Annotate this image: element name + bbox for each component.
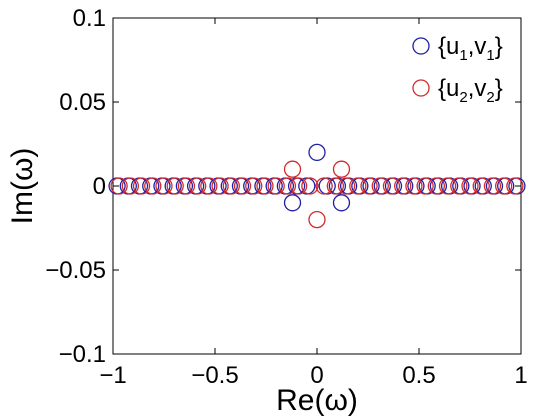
y-tick-label: −0.05 bbox=[45, 257, 106, 284]
data-point-series-2 bbox=[110, 177, 128, 195]
data-point-series-2 bbox=[315, 177, 333, 195]
data-point-series-1 bbox=[308, 143, 326, 162]
data-point-series-2 bbox=[438, 177, 457, 195]
data-point-series-2 bbox=[301, 177, 319, 195]
data-point-series-2 bbox=[278, 177, 297, 195]
data-point-series-2 bbox=[332, 160, 351, 178]
y-axis-label: Im(ω) bbox=[6, 148, 39, 225]
data-point-series-2 bbox=[245, 177, 263, 195]
x-tick-label: 0.5 bbox=[402, 362, 435, 389]
x-tick-label: −1 bbox=[99, 362, 126, 389]
legend-entry-series-2: {u2,v2} bbox=[438, 75, 503, 106]
data-point-series-2 bbox=[450, 177, 468, 195]
y-tick-label: 0.1 bbox=[73, 5, 106, 32]
x-tick-label: −0.5 bbox=[191, 362, 238, 389]
data-point-series-2 bbox=[382, 177, 401, 195]
data-point-series-1 bbox=[332, 194, 351, 212]
data-point-series-2 bbox=[256, 177, 274, 195]
data-point-series-2 bbox=[349, 177, 367, 195]
data-point-series-2 bbox=[166, 177, 184, 195]
data-point-series-1 bbox=[283, 194, 302, 212]
data-point-series-2 bbox=[200, 177, 218, 195]
data-point-series-2 bbox=[394, 177, 412, 195]
x-tick-label: 0 bbox=[310, 362, 323, 389]
data-point-series-2 bbox=[132, 177, 151, 195]
data-point-series-2 bbox=[177, 177, 196, 195]
data-point-series-2 bbox=[222, 177, 240, 195]
axis-ticks bbox=[112, 17, 522, 355]
data-point-series-2 bbox=[189, 177, 207, 195]
data-point-series-2 bbox=[308, 210, 326, 229]
data-point-series-2 bbox=[289, 177, 308, 195]
data-point-series-2 bbox=[461, 177, 479, 195]
data-point-series-2 bbox=[326, 177, 345, 195]
data-point-series-2 bbox=[155, 177, 173, 195]
data-point-series-2 bbox=[233, 177, 252, 195]
legend-marker-series-1 bbox=[412, 37, 430, 55]
data-point-series-2 bbox=[427, 177, 445, 195]
y-tick-label: −0.1 bbox=[59, 341, 106, 368]
data-point-series-2 bbox=[405, 177, 423, 195]
legend-marker-series-2 bbox=[412, 79, 430, 97]
y-tick-label: 0.05 bbox=[59, 89, 106, 116]
data-point-series-2 bbox=[506, 177, 524, 195]
x-axis-label: Re(ω) bbox=[276, 384, 358, 417]
x-tick-label: 1 bbox=[514, 362, 527, 389]
data-point-series-2 bbox=[495, 177, 513, 195]
data-point-series-2 bbox=[337, 177, 356, 195]
y-tick-label: 0 bbox=[93, 173, 106, 200]
legend-entry-series-1: {u1,v1} bbox=[438, 33, 503, 64]
data-point-series-2 bbox=[121, 177, 139, 195]
data-point-series-2 bbox=[144, 177, 162, 195]
data-point-series-2 bbox=[360, 177, 378, 195]
legend: {u1,v1} {u2,v2} bbox=[412, 33, 503, 106]
data-point-series-2 bbox=[483, 177, 502, 195]
data-point-series-2 bbox=[283, 160, 302, 178]
data-point-series-2 bbox=[267, 177, 285, 195]
tick-labels: −1 −0.5 0 0.5 1 −0.1 −0.05 0 0.05 0.1 bbox=[45, 5, 527, 389]
data-point-series-2 bbox=[416, 177, 434, 195]
data-point-series-2 bbox=[371, 177, 389, 195]
data-markers bbox=[108, 143, 526, 229]
data-point-series-2 bbox=[211, 177, 229, 195]
data-point-series-2 bbox=[472, 177, 490, 195]
plot-area bbox=[112, 17, 522, 355]
